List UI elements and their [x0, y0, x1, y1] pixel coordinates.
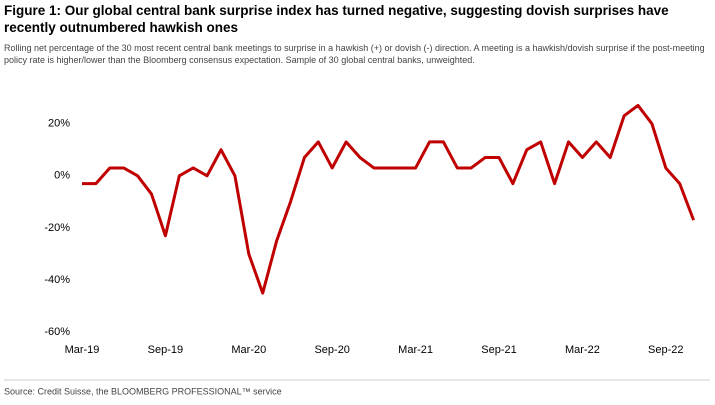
x-tick-label: Sep-20 [314, 344, 349, 356]
y-tick-label: 20% [48, 118, 70, 130]
x-tick-label: Sep-22 [648, 344, 683, 356]
x-tick-label: Sep-19 [148, 344, 183, 356]
x-tick-label: Mar-21 [398, 344, 433, 356]
x-tick-label: Sep-21 [481, 344, 516, 356]
subtitle-box: Rolling net percentage of the 30 most re… [4, 43, 705, 65]
x-tick-label: Mar-20 [231, 344, 266, 356]
source: Source: Credit Suisse, the BLOOMBERG PRO… [4, 386, 282, 396]
y-tick-label: -40% [44, 274, 70, 286]
y-tick-label: 0% [54, 170, 70, 182]
subtitle: Rolling net percentage of the 30 most re… [4, 43, 705, 65]
y-tick-label: -60% [44, 326, 70, 338]
x-tick-label: Mar-22 [565, 344, 600, 356]
data-line [82, 103, 696, 295]
x-tick-label: Mar-19 [65, 344, 100, 356]
y-tick-label: -20% [44, 222, 70, 234]
chart-title: Figure 1: Our global central bank surpri… [4, 3, 669, 35]
title-box: Figure 1: Our global central bank surpri… [4, 3, 669, 35]
